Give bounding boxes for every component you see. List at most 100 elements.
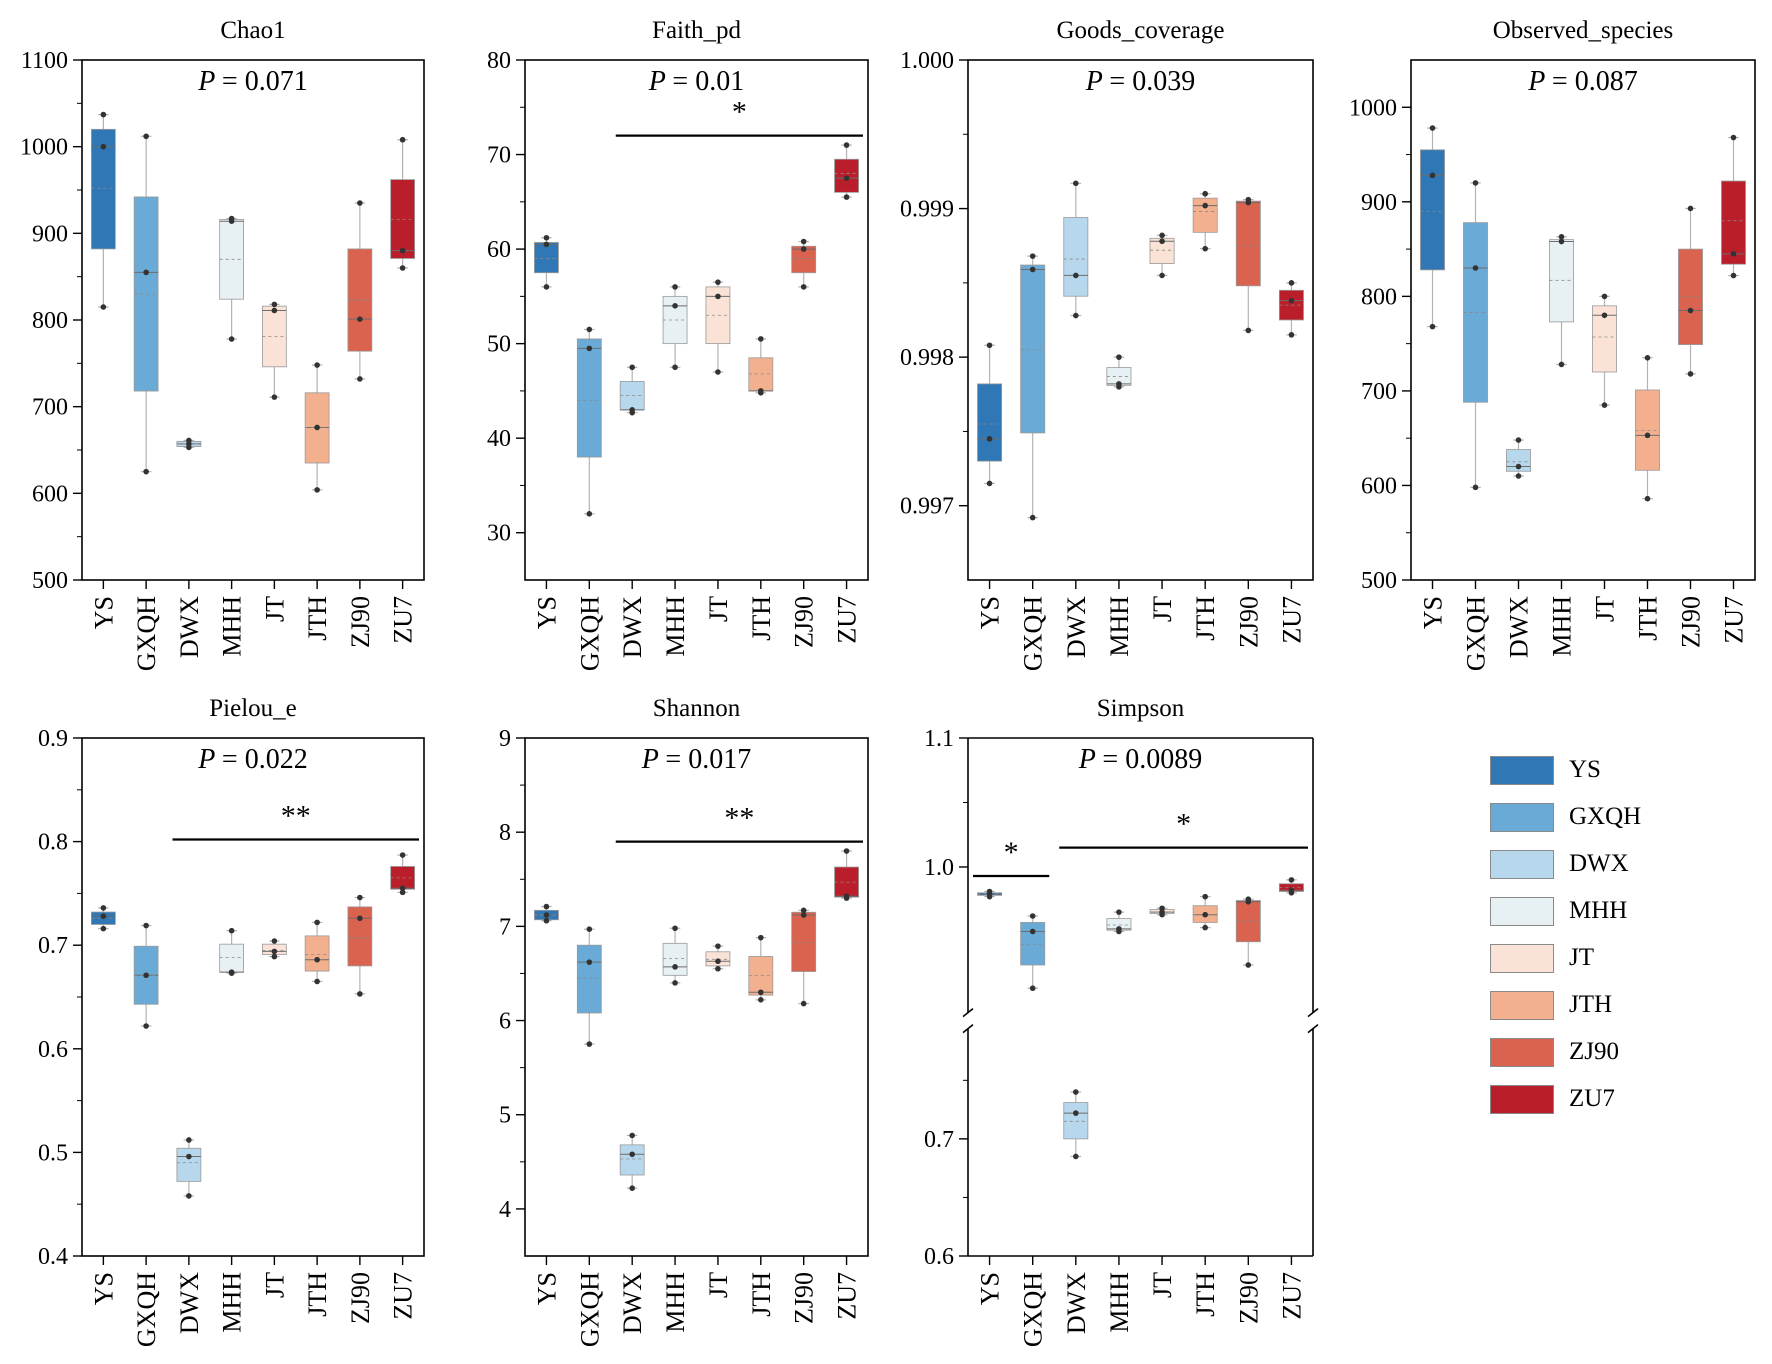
x-tick-label-zu7: ZU7 xyxy=(833,596,862,644)
panel-goods-coverage: Goods_coverage P = 0.039 0.997 0.998 0.999 1.… xyxy=(900,17,1314,671)
box-zu7 xyxy=(834,848,859,901)
data-point xyxy=(357,894,363,901)
y-tick-label: 5 xyxy=(499,1103,511,1129)
box-body xyxy=(1149,237,1175,264)
data-point xyxy=(399,889,406,896)
y-tick-label: 700 xyxy=(1361,379,1397,405)
data-point xyxy=(1073,180,1079,187)
legend-label-ys: YS xyxy=(1569,756,1601,783)
x-tick-label-mhh: MHH xyxy=(1548,596,1577,657)
data-point xyxy=(543,284,550,290)
data-point xyxy=(800,238,807,245)
data-point xyxy=(586,1041,593,1047)
data-point xyxy=(143,468,149,475)
data-point xyxy=(758,997,764,1003)
p-value-symbol: P xyxy=(197,66,222,97)
data-point xyxy=(1073,1110,1079,1116)
p-value-symbol: P xyxy=(1085,66,1110,97)
data-point xyxy=(758,934,764,941)
y-tick-label: 30 xyxy=(487,521,511,547)
data-point xyxy=(1730,272,1737,279)
box-jt xyxy=(262,938,287,960)
box-zu7 xyxy=(390,136,415,271)
y-tick-label: 1000 xyxy=(20,135,68,161)
data-point xyxy=(543,903,550,910)
box-gxqh xyxy=(133,922,159,1029)
box-body xyxy=(1420,149,1445,271)
data-point xyxy=(800,246,807,252)
box-ys xyxy=(534,234,559,290)
legend-item-jth: JTH xyxy=(1490,987,1730,1034)
y-tick-label: 0.5 xyxy=(38,1140,68,1166)
p-value-simpson: P = 0.0089 xyxy=(1078,744,1202,775)
data-point xyxy=(843,893,850,900)
data-point xyxy=(715,293,721,300)
p-value-number: = 0.071 xyxy=(222,66,308,97)
data-point xyxy=(1472,484,1479,491)
data-point xyxy=(1029,514,1036,521)
panel-title-observed-species: Observed_species xyxy=(1493,17,1674,44)
box-jt xyxy=(705,279,731,375)
legend-swatch-zj90 xyxy=(1490,1038,1554,1067)
data-point xyxy=(1029,928,1036,935)
data-point xyxy=(1288,297,1295,304)
y-tick-label: 500 xyxy=(1361,568,1397,594)
data-point xyxy=(100,304,107,310)
y-tick-label: 700 xyxy=(32,395,68,421)
box-zj90 xyxy=(347,894,373,997)
x-tick-label-zj90: ZJ90 xyxy=(1234,596,1263,648)
x-tick-label-jt: JT xyxy=(1148,1272,1177,1298)
data-point xyxy=(1159,909,1165,915)
data-point xyxy=(758,388,764,394)
panel-shannon: Shannon P = 0.017 ** 4 5 6 7 8 9 YS GXQH DWX MHH JT JT… xyxy=(499,695,869,1347)
data-point xyxy=(629,364,635,371)
x-tick-label-zu7: ZU7 xyxy=(389,1272,418,1320)
x-tick-label-zu7: ZU7 xyxy=(389,596,418,644)
data-point xyxy=(1245,962,1252,968)
p-value-number: = 0.022 xyxy=(222,744,308,775)
data-point xyxy=(1029,985,1036,992)
data-point xyxy=(228,927,235,934)
x-tick-label-jth: JTH xyxy=(1634,596,1663,641)
data-point xyxy=(314,362,320,368)
box-jth xyxy=(304,362,330,493)
x-tick-label-gxqh: GXQH xyxy=(1019,1272,1048,1347)
data-point xyxy=(1515,437,1522,443)
data-point xyxy=(1730,134,1737,141)
x-tick-label-gxqh: GXQH xyxy=(575,1272,604,1347)
box-gxqh xyxy=(576,326,602,517)
data-point xyxy=(271,301,278,308)
legend-item-zj90: ZJ90 xyxy=(1490,1034,1730,1081)
x-tick-label-zj90: ZJ90 xyxy=(1234,1272,1263,1324)
x-tick-label-mhh: MHH xyxy=(661,596,690,657)
data-point xyxy=(399,136,406,143)
data-point xyxy=(715,943,721,949)
x-tick-label-jth: JTH xyxy=(303,596,332,641)
x-tick-label-gxqh: GXQH xyxy=(1462,596,1491,671)
x-tick-label-jt: JT xyxy=(260,596,289,622)
x-tick-label-gxqh: GXQH xyxy=(132,596,161,671)
box-gxqh xyxy=(1463,180,1488,491)
box-zj90 xyxy=(1235,196,1261,334)
y-tick-label: 0.997 xyxy=(900,494,954,520)
data-point xyxy=(1601,402,1608,408)
axis-frame xyxy=(81,737,425,1257)
y-tick-label: 7 xyxy=(499,914,511,940)
box-body xyxy=(1721,180,1746,265)
x-tick-label-zu7: ZU7 xyxy=(1277,1272,1306,1320)
panel-title-pielou-e: Pielou_e xyxy=(209,695,297,722)
x-tick-label-ys: YS xyxy=(976,1272,1005,1305)
p-value-shannon: P = 0.017 xyxy=(641,744,751,775)
data-point xyxy=(1029,913,1036,919)
data-point xyxy=(672,964,678,970)
axis-frame xyxy=(967,59,1314,581)
data-point xyxy=(1472,265,1479,271)
data-point xyxy=(186,1137,192,1143)
data-point xyxy=(314,919,320,926)
data-point xyxy=(314,424,320,431)
data-point xyxy=(1687,371,1694,377)
data-point xyxy=(543,241,550,248)
data-point xyxy=(715,279,721,285)
panel-title-goods-coverage: Goods_coverage xyxy=(1057,17,1225,44)
box-body xyxy=(791,911,817,972)
